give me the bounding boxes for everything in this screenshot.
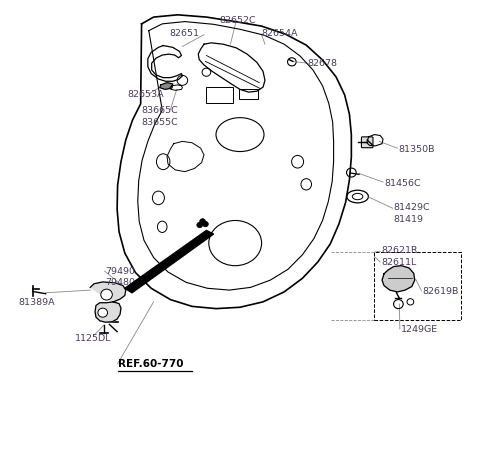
Text: 81389A: 81389A — [18, 298, 55, 307]
Text: 83665C: 83665C — [142, 106, 179, 115]
Text: 81419: 81419 — [394, 214, 423, 223]
Text: 1249GE: 1249GE — [401, 325, 438, 334]
Text: 82654A: 82654A — [262, 29, 298, 38]
Text: 81456C: 81456C — [384, 178, 420, 187]
Text: 82652C: 82652C — [219, 16, 256, 25]
Text: 81429C: 81429C — [394, 203, 430, 212]
Polygon shape — [382, 266, 415, 292]
Text: 1125DL: 1125DL — [75, 334, 112, 343]
Polygon shape — [90, 282, 126, 322]
Text: 79490: 79490 — [106, 266, 135, 275]
Circle shape — [98, 308, 108, 318]
Polygon shape — [125, 231, 214, 293]
Circle shape — [101, 290, 112, 300]
Circle shape — [197, 223, 203, 228]
Text: 83655C: 83655C — [142, 117, 179, 126]
Text: 82651: 82651 — [170, 29, 200, 38]
Text: 81350B: 81350B — [398, 144, 435, 153]
Circle shape — [200, 219, 205, 225]
Circle shape — [203, 222, 208, 227]
Text: 82619B: 82619B — [422, 286, 459, 295]
Text: REF.60-770: REF.60-770 — [118, 358, 183, 368]
Polygon shape — [160, 83, 173, 90]
Text: 82678: 82678 — [307, 59, 337, 68]
Text: 82621R: 82621R — [382, 246, 418, 255]
Text: 82653A: 82653A — [127, 90, 164, 99]
FancyBboxPatch shape — [361, 138, 373, 148]
Text: 82611L: 82611L — [382, 257, 417, 266]
Text: 79480: 79480 — [106, 277, 135, 286]
